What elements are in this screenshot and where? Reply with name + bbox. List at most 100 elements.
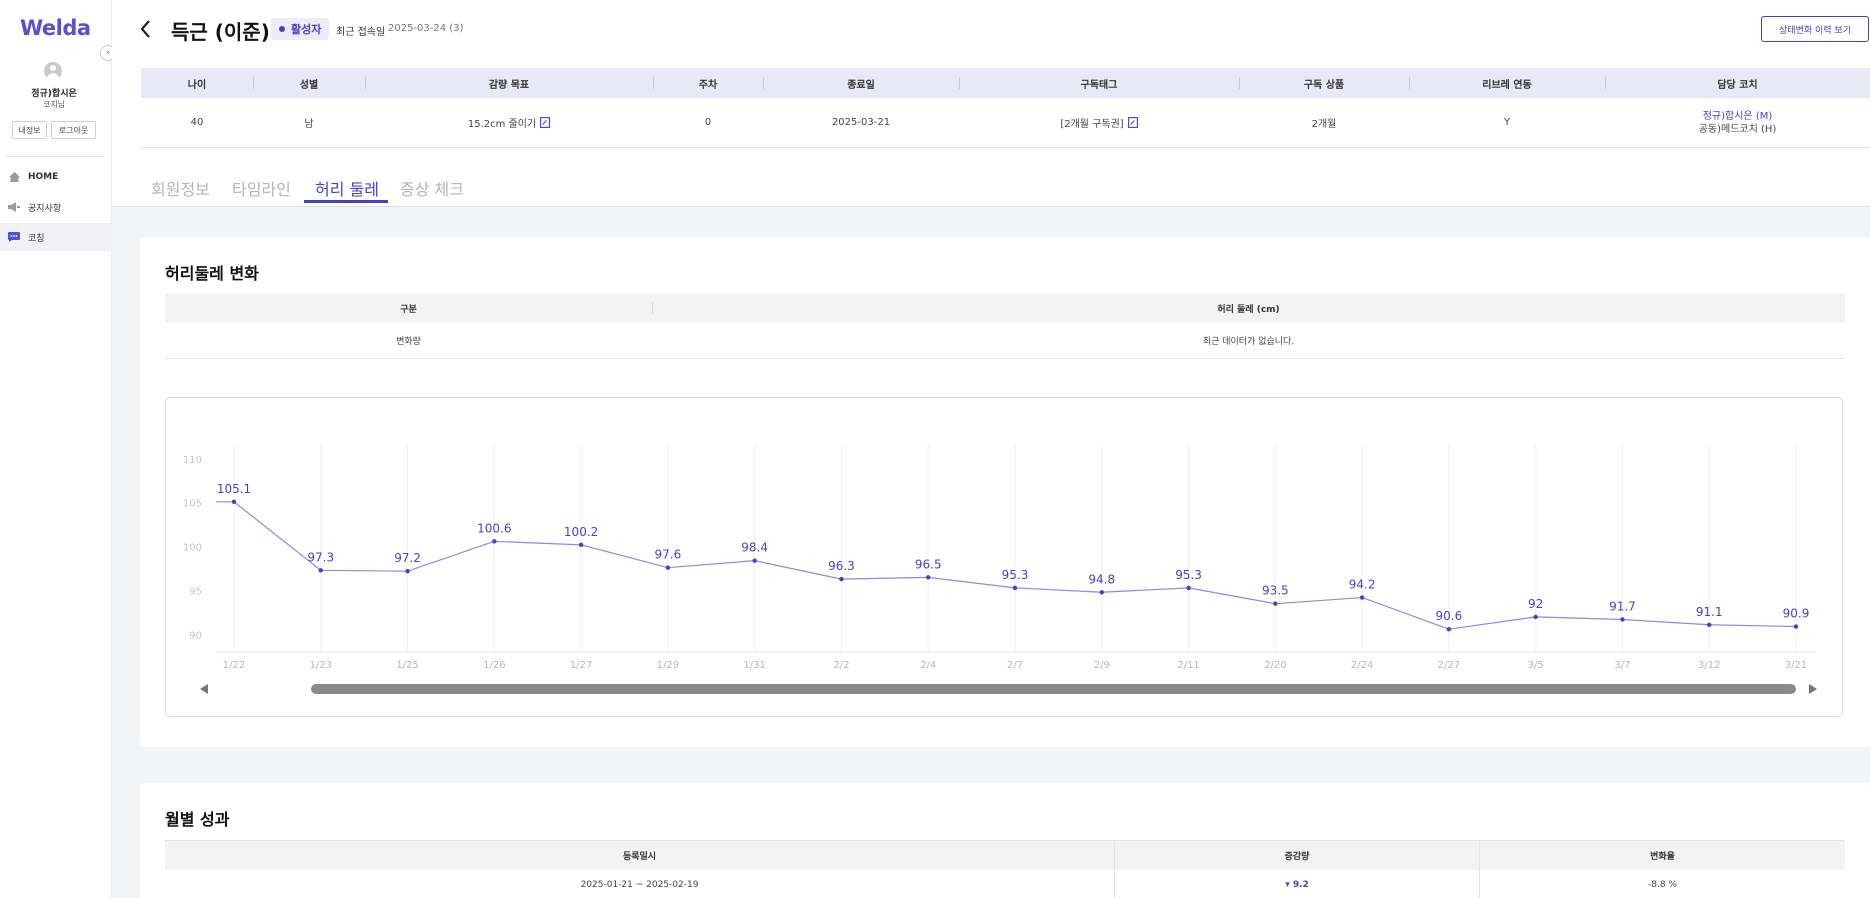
end-date-cell: 2025-03-21 bbox=[831, 117, 891, 128]
data-point bbox=[1533, 614, 1538, 620]
data-point bbox=[1359, 595, 1365, 600]
subscription-tag-text: [2개월 구독권] bbox=[1060, 119, 1124, 130]
nav-item-coaching[interactable]: 코칭 bbox=[0, 223, 112, 251]
section-title: 허리둘레 변화 bbox=[165, 264, 259, 283]
edit-note-icon[interactable] bbox=[1127, 117, 1138, 128]
x-tick-label: 3/12 bbox=[1698, 660, 1720, 671]
coach-main-link[interactable]: 정규)합시은 (M) bbox=[1702, 110, 1773, 122]
data-label: 96.5 bbox=[915, 557, 942, 571]
logout-button[interactable]: 로그아웃 bbox=[51, 121, 96, 139]
table-row: 변화량 최근 데이터가 없습니다. bbox=[165, 323, 1845, 359]
x-tick-label: 3/7 bbox=[1614, 660, 1630, 671]
tab-waist[interactable]: 허리 둘레 bbox=[315, 180, 379, 199]
column-header: 구분 bbox=[400, 304, 417, 315]
y-tick-label: 95 bbox=[189, 587, 202, 598]
status-text: 활성자 bbox=[291, 23, 322, 36]
x-tick-label: 2/11 bbox=[1177, 660, 1199, 671]
x-tick-label: 2/4 bbox=[920, 660, 936, 671]
status-history-button[interactable]: 상태변화 이력 보기 bbox=[1761, 16, 1869, 42]
data-label: 92 bbox=[1528, 597, 1543, 611]
column-header: 성별 bbox=[253, 68, 365, 98]
edit-note-icon[interactable] bbox=[540, 117, 551, 128]
data-label: 91.1 bbox=[1696, 605, 1723, 619]
tab-member-info[interactable]: 회원정보 bbox=[151, 180, 210, 199]
data-point bbox=[665, 565, 671, 570]
product-cell: 2개월 bbox=[1311, 119, 1337, 130]
chevron-left-icon: ‹ bbox=[106, 48, 110, 58]
scroll-right-icon[interactable] bbox=[1809, 684, 1817, 694]
data-point bbox=[1273, 601, 1278, 606]
monthly-result-card: 월별 성과 등록일시 증감량 변화율 2025-01-21 ~ 2025-02-… bbox=[140, 783, 1870, 898]
sidebar: Welda ‹ 정규)합시은 코치님 내정보 로그아웃 HOME 공지사항 코칭 bbox=[0, 0, 116, 898]
app-logo[interactable]: Welda bbox=[20, 16, 91, 40]
my-info-button[interactable]: 내정보 bbox=[12, 121, 47, 139]
megaphone-icon bbox=[8, 202, 20, 212]
data-label: 97.6 bbox=[655, 548, 682, 562]
goal-cell: 15.2cm 줄이기 bbox=[365, 98, 653, 147]
y-tick-label: 90 bbox=[189, 630, 202, 641]
series-line bbox=[216, 501, 1797, 630]
y-tick-label: 100 bbox=[183, 543, 202, 554]
data-point bbox=[1099, 590, 1104, 595]
x-tick-label: 2/2 bbox=[833, 660, 849, 671]
member-info-row: 40 남 15.2cm 줄이기 0 2025-03-21 [2개월 구독권] 2… bbox=[141, 98, 1870, 148]
status-dot-icon bbox=[279, 26, 285, 32]
page-header: 득근 (이준) 활성자 최근 접속일 2025-03-24 (3) 상태변화 이… bbox=[112, 0, 1870, 60]
x-tick-label: 1/22 bbox=[223, 660, 245, 671]
nav-item-home[interactable]: HOME bbox=[0, 163, 112, 191]
column-header: 리브레 연동 bbox=[1409, 68, 1605, 98]
column-header: 나이 bbox=[187, 79, 207, 91]
data-label: 100.6 bbox=[477, 521, 511, 535]
tab-symptom-check[interactable]: 증상 체크 bbox=[400, 180, 464, 199]
scroll-left-icon[interactable] bbox=[200, 684, 208, 694]
tab-bar: 회원정보 타임라인 허리 둘레 증상 체크 bbox=[112, 148, 1870, 207]
page-title: 득근 (이준) bbox=[171, 20, 270, 44]
data-point bbox=[1186, 585, 1191, 591]
x-tick-label: 1/25 bbox=[396, 660, 418, 671]
empty-message: 최근 데이터가 없습니다. bbox=[1202, 337, 1295, 347]
scrollbar-thumb[interactable] bbox=[311, 684, 1796, 694]
y-tick-label: 110 bbox=[183, 455, 202, 466]
x-tick-label: 2/9 bbox=[1094, 660, 1110, 671]
data-point bbox=[1793, 624, 1799, 629]
data-point bbox=[839, 576, 844, 582]
last-login-value: 2025-03-24 (3) bbox=[388, 23, 464, 34]
section-title: 월별 성과 bbox=[165, 810, 230, 829]
column-header: 증감량 bbox=[1115, 841, 1480, 870]
data-point bbox=[1707, 622, 1712, 627]
data-point bbox=[231, 499, 237, 505]
x-tick-label: 3/21 bbox=[1785, 660, 1807, 671]
waist-chart: 90 95 100 105 110 1/22 1/23 1/25 1/26 1/27 1/29 1/3… bbox=[165, 397, 1843, 717]
active-tab-indicator bbox=[304, 200, 388, 203]
x-tick-label: 3/5 bbox=[1528, 660, 1544, 671]
data-label: 90.6 bbox=[1436, 609, 1463, 623]
column-header: 감량 목표 bbox=[365, 68, 653, 98]
data-point bbox=[926, 575, 931, 580]
data-label: 100.2 bbox=[564, 525, 598, 539]
data-label: 95.3 bbox=[1175, 568, 1202, 582]
x-tick-label: 1/29 bbox=[657, 660, 679, 671]
data-point bbox=[1012, 585, 1018, 591]
tab-timeline[interactable]: 타임라인 bbox=[232, 180, 291, 199]
change-value: ▾ 9.2 bbox=[1285, 880, 1309, 890]
x-tick-label: 1/27 bbox=[570, 660, 592, 671]
goal-text: 15.2cm 줄이기 bbox=[467, 119, 537, 130]
nav-item-label: 공지사항 bbox=[28, 203, 62, 214]
data-label: 94.2 bbox=[1349, 578, 1376, 592]
y-tick-label: 105 bbox=[183, 499, 202, 510]
data-point bbox=[578, 542, 584, 548]
column-header: 담당 코치 bbox=[1605, 68, 1870, 98]
change-cell: ▾ 9.2 bbox=[1115, 870, 1480, 898]
libre-cell: Y bbox=[1503, 117, 1511, 128]
table-row: 2025-01-21 ~ 2025-02-19 ▾ 9.2 -8.8 % bbox=[165, 870, 1845, 898]
back-arrow-icon[interactable] bbox=[138, 18, 154, 40]
column-header: 등록일시 bbox=[165, 841, 1115, 870]
data-point bbox=[1446, 626, 1452, 632]
nav-item-notice[interactable]: 공지사항 bbox=[0, 193, 112, 221]
chat-icon bbox=[8, 232, 20, 242]
data-label: 97.2 bbox=[394, 551, 421, 565]
waist-line-chart: 90 95 100 105 110 1/22 1/23 1/25 1/26 1/27 1/29 1/3… bbox=[183, 445, 1817, 694]
column-header: 구독태그 bbox=[959, 68, 1239, 98]
user-name: 정규)합시은 bbox=[31, 89, 77, 99]
data-label: 93.5 bbox=[1262, 584, 1289, 598]
